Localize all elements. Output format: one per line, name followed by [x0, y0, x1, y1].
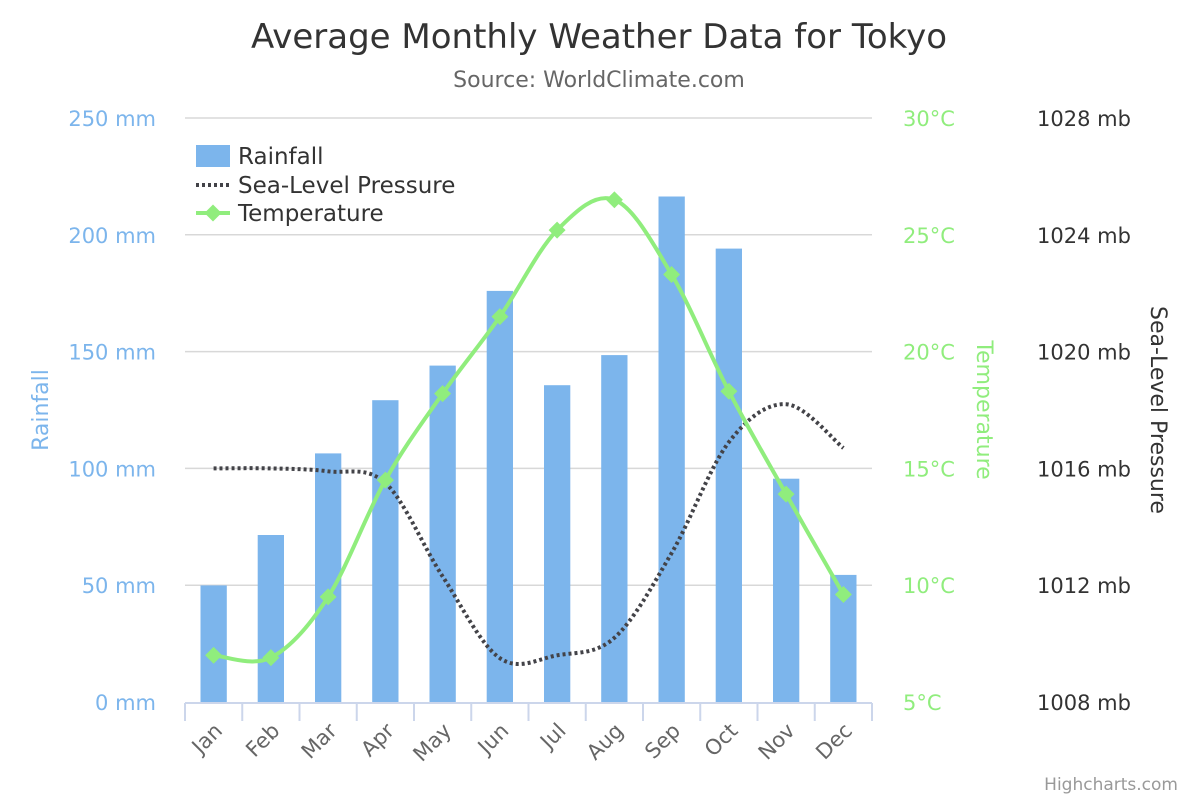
- rainfall-bar-aug[interactable]: [601, 355, 628, 702]
- temperature-tick-label: 25°C: [903, 224, 955, 248]
- rainfall-tick-label: 150 mm: [68, 341, 156, 365]
- x-tick-label: Sep: [640, 719, 685, 764]
- temperature-tick-label: 10°C: [903, 574, 955, 598]
- rainfall-tick-label: 50 mm: [82, 574, 156, 598]
- rainfall-bar-jul[interactable]: [544, 385, 571, 702]
- x-tick-label: Feb: [241, 719, 284, 762]
- x-axis: Jan Feb Mar Apr May Jun Jul Aug Sep Oct Nov Dec: [184, 702, 873, 767]
- legend-item-temperature[interactable]: Temperature: [196, 201, 384, 227]
- temperature-tick-label: 5°C: [903, 691, 942, 715]
- temperature-point-sep[interactable]: [663, 266, 681, 283]
- x-tick-label: Aug: [582, 719, 628, 765]
- temperature-point-may[interactable]: [434, 385, 452, 403]
- rainfall-tick-label: 250 mm: [68, 107, 156, 131]
- pressure-tick-label: 1028 mb: [1037, 107, 1131, 131]
- credits-link[interactable]: Highcharts.com: [1044, 775, 1178, 795]
- legend-rainfall-swatch: [196, 145, 230, 167]
- rainfall-axis: 0 mm 50 mm 100 mm 150 mm 200 mm 250 mm: [68, 107, 156, 715]
- rainfall-tick-label: 200 mm: [68, 224, 156, 248]
- temperature-point-dec[interactable]: [834, 586, 852, 603]
- x-tick-label: Dec: [811, 719, 857, 765]
- pressure-tick-label: 1020 mb: [1037, 341, 1131, 365]
- chart-subtitle: Source: WorldClimate.com: [453, 68, 745, 93]
- legend-rainfall-label: Rainfall: [238, 144, 324, 170]
- pressure-tick-label: 1012 mb: [1037, 574, 1131, 598]
- rainfall-bar-feb[interactable]: [257, 535, 284, 702]
- temperature-line[interactable]: [213, 196, 846, 664]
- temperature-point-oct[interactable]: [720, 382, 738, 400]
- legend-temperature-marker: [204, 204, 222, 222]
- temperature-point-nov[interactable]: [777, 485, 795, 503]
- x-tick-label: May: [408, 719, 456, 767]
- pressure-tick-label: 1008 mb: [1037, 691, 1131, 715]
- chart-title: Average Monthly Weather Data for Tokyo: [251, 17, 947, 57]
- temperature-series[interactable]: [205, 191, 852, 667]
- x-tick-label: Mar: [297, 718, 342, 763]
- x-tick-label: Apr: [356, 718, 399, 761]
- pressure-line[interactable]: [213, 402, 845, 667]
- temperature-axis: 5°C 10°C 15°C 20°C 25°C 30°C: [903, 107, 955, 715]
- pressure-tick-label: 1016 mb: [1037, 457, 1131, 481]
- rainfall-bar-may[interactable]: [429, 365, 456, 702]
- temperature-tick-label: 20°C: [903, 341, 955, 365]
- rainfall-tick-label: 0 mm: [95, 691, 156, 715]
- legend-temperature-label: Temperature: [237, 201, 384, 227]
- temperature-axis-title: Temperature: [971, 339, 996, 479]
- legend-item-pressure[interactable]: Sea-Level Pressure: [196, 173, 455, 199]
- rainfall-axis-title: Rainfall: [29, 369, 54, 451]
- temperature-point-feb[interactable]: [262, 649, 280, 667]
- legend-item-rainfall[interactable]: Rainfall: [196, 144, 324, 170]
- rainfall-bar-nov[interactable]: [773, 478, 800, 702]
- legend: Rainfall Sea-Level Pressure Temperature: [196, 144, 455, 227]
- temperature-point-apr[interactable]: [376, 471, 394, 489]
- temperature-point-aug[interactable]: [605, 191, 623, 209]
- temperature-point-jan[interactable]: [205, 646, 223, 664]
- temperature-point-mar[interactable]: [319, 588, 337, 606]
- temperature-point-jun[interactable]: [491, 308, 509, 326]
- x-tick-label: Jun: [472, 719, 514, 761]
- x-tick-label: Oct: [700, 719, 743, 762]
- pressure-tick-label: 1024 mb: [1037, 224, 1131, 248]
- temperature-tick-label: 15°C: [903, 457, 955, 481]
- rainfall-bars[interactable]: [200, 196, 857, 703]
- temperature-tick-label: 30°C: [903, 107, 955, 131]
- rainfall-tick-label: 100 mm: [68, 457, 156, 481]
- pressure-axis: 1008 mb 1012 mb 1016 mb 1020 mb 1024 mb 1028 …: [1037, 107, 1131, 715]
- rainfall-bar-apr[interactable]: [372, 400, 399, 702]
- rainfall-bar-jun[interactable]: [486, 290, 513, 702]
- temperature-point-jul[interactable]: [548, 221, 566, 239]
- rainfall-bar-jan[interactable]: [200, 585, 227, 702]
- x-tick-label: Jul: [534, 719, 570, 755]
- rainfall-bar-oct[interactable]: [715, 248, 742, 702]
- x-tick-label: Jan: [186, 719, 227, 760]
- pressure-series[interactable]: [213, 402, 845, 667]
- x-tick-label: Nov: [754, 719, 800, 765]
- legend-pressure-label: Sea-Level Pressure: [238, 173, 455, 199]
- pressure-axis-title: Sea-Level Pressure: [1145, 306, 1170, 514]
